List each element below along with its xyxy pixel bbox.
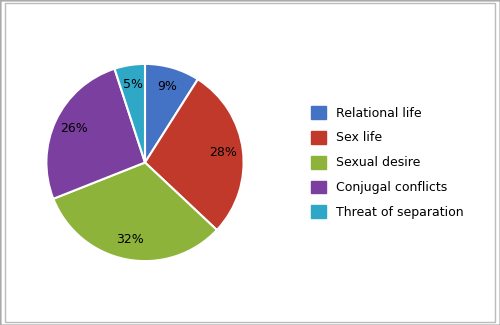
Wedge shape	[54, 162, 217, 261]
Wedge shape	[114, 64, 145, 162]
Text: 9%: 9%	[157, 80, 177, 93]
Text: 26%: 26%	[60, 123, 88, 136]
Text: 5%: 5%	[122, 78, 142, 91]
Text: 28%: 28%	[210, 146, 237, 159]
Text: 32%: 32%	[116, 233, 144, 246]
Wedge shape	[145, 64, 198, 162]
Wedge shape	[145, 79, 244, 230]
Title: Perturbation: Perturbation	[98, 0, 192, 4]
Wedge shape	[46, 69, 145, 199]
Legend: Relational life, Sex life, Sexual desire, Conjugal conflicts, Threat of separati: Relational life, Sex life, Sexual desire…	[311, 106, 464, 219]
